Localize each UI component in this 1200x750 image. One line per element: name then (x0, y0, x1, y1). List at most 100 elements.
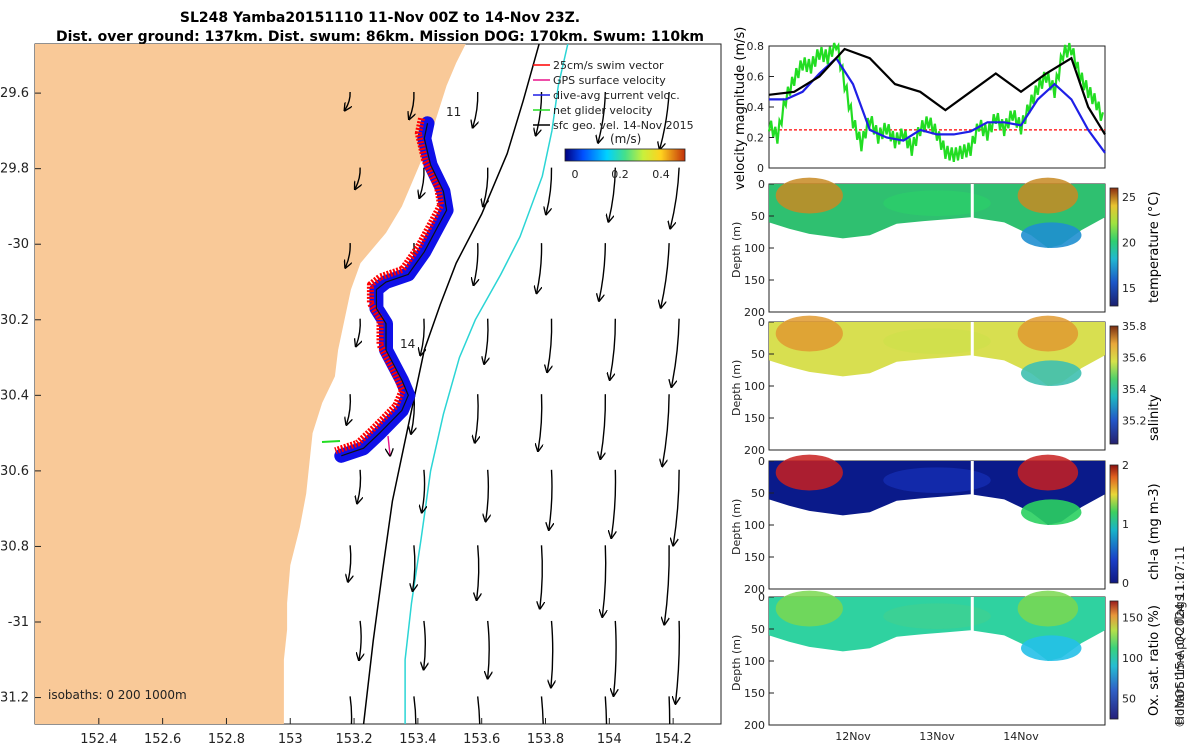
velocity-arrow (473, 91, 478, 127)
velocity-arrow (355, 167, 360, 189)
depth-tick-label: 50 (751, 210, 765, 223)
map-ytick-label: 30.4 (0, 388, 29, 403)
colorbar-label: temperature (°C) (1147, 191, 1162, 303)
day-label-11: 11 (446, 105, 461, 119)
depth-tick-label: 50 (751, 623, 765, 636)
time-axis: 12Nov 13Nov 14Nov (835, 730, 1039, 743)
colorbar-label: salinity (1147, 394, 1162, 441)
section-deep-anomaly (1021, 635, 1082, 661)
map-xtick-label: 154.2 (655, 732, 692, 747)
depth-ylabel: Depth (m) (730, 499, 743, 555)
velocity-arrow (421, 318, 425, 355)
colorbar-tick-label: 100 (1122, 652, 1143, 665)
land-polygon (35, 44, 466, 724)
map-xtick-label: 153 (278, 732, 303, 747)
section-surface-anomaly (1017, 177, 1079, 214)
colorbar-label: chl-a (mg m-3) (1147, 483, 1162, 580)
section-surface-anomaly (775, 454, 843, 491)
section-surface-anomaly (775, 315, 843, 352)
velocity-arrow (346, 243, 351, 267)
cbar-tick-0: 0 (572, 168, 579, 181)
colorbar-tick-label: 15 (1122, 282, 1136, 295)
legend-swim: 25cm/s swim vector (553, 59, 664, 72)
depth-tick-label: 100 (744, 519, 765, 532)
isobath-label: isobaths: 0 200 1000m (48, 688, 187, 702)
map-colorbar (564, 148, 686, 162)
colorbar-label: Ox. sat. ratio (%) (1147, 605, 1162, 716)
section-mid-anomaly (883, 328, 991, 355)
swim-velocity-band (334, 117, 445, 455)
map-ytick-label: -30 (8, 237, 29, 252)
velocity-arrow (670, 167, 680, 228)
net-velocity-mark (321, 440, 341, 443)
velocity-arrow (662, 394, 670, 465)
section-surface-anomaly (775, 590, 843, 627)
depth-tick-label: 150 (744, 687, 765, 700)
velocity-arrow (422, 469, 425, 512)
velocity-ytick-label: 0 (757, 162, 764, 175)
map-ytick-label: 29.6 (0, 86, 29, 101)
depth-tick-label: 200 (744, 583, 765, 596)
depth-tick-label: 0 (758, 316, 765, 329)
velocity-arrow (356, 318, 360, 346)
depth-tick-label: 150 (744, 412, 765, 425)
map-xtick-label: 152.6 (144, 732, 181, 747)
velocity-y-ticks: 0 0.2 0.4 0.6 0.8 (747, 40, 774, 175)
section-deep-anomaly (1021, 360, 1082, 387)
section-deep-anomaly (1021, 222, 1082, 248)
velocity-arrow (610, 318, 617, 380)
velocity-arrow (551, 620, 553, 687)
colorbar-tick-label: 20 (1122, 236, 1136, 249)
velocity-arrow (602, 545, 605, 616)
colorbar-unit-label: (m/s) (610, 132, 641, 146)
velocity-series-current (769, 56, 1106, 154)
chl-section: 0 50 100 150 200 Depth (m) 0 1 2 chl-a (mg m-3) (730, 454, 1162, 596)
colorbar-tick-label: 35.2 (1122, 414, 1147, 427)
title-line-2: Dist. over ground: 137km. Dist. swum: 86… (55, 29, 705, 45)
time-tick-label: 12Nov (835, 730, 871, 743)
velocity-arrow (347, 394, 351, 424)
section-colorbar (1109, 600, 1119, 720)
depth-tick-label: 200 (744, 444, 765, 457)
cbar-tick-0.2: 0.2 (611, 168, 629, 181)
depth-tick-label: 150 (744, 551, 765, 564)
velocity-arrow (483, 167, 488, 206)
velocity-arrow (413, 545, 415, 590)
depth-tick-label: 100 (744, 380, 765, 393)
temperature-section: 0 50 100 150 200 Depth (m) 15 20 25 temperature (… (730, 177, 1162, 319)
footer-qc: Hobart time. QC flags 1 2 (1173, 572, 1187, 725)
velocity-arrow (345, 91, 350, 110)
velocity-arrow (661, 243, 670, 307)
colorbar-tick-label: 35.8 (1122, 320, 1147, 333)
colorbar-tick-label: 25 (1122, 191, 1136, 204)
velocity-arrow (611, 469, 615, 538)
day-label-14: 14 (400, 337, 415, 351)
depth-tick-label: 200 (744, 306, 765, 319)
map-x-ticks: 152.4 152.6 152.8 153 153.2 153.4 153.6 153.8 15… (80, 718, 692, 747)
velocity-arrow (538, 394, 542, 450)
velocity-arrow (359, 620, 361, 660)
velocity-arrow (475, 394, 478, 442)
depth-tick-label: 100 (744, 242, 765, 255)
salinity-section: 0 50 100 150 200 Depth (m) 35.2 35.4 35.6 35.8 sal… (730, 315, 1162, 457)
section-colorbar (1109, 187, 1119, 307)
depth-tick-label: 200 (744, 719, 765, 732)
legend-current: dive-avg current veloc. (553, 89, 680, 102)
colorbar-tick-label: 35.6 (1122, 351, 1147, 364)
legend-sfc: sfc geo. vel. 14-Nov 2015 (553, 119, 694, 132)
legend-net: net glider velocity (553, 104, 653, 117)
velocity-arrow (598, 91, 606, 142)
depth-ylabel: Depth (m) (730, 360, 743, 416)
velocity-ytick-label: 0.8 (747, 40, 765, 53)
legend-gps: GPS surface velocity (553, 74, 666, 87)
depth-tick-label: 50 (751, 348, 765, 361)
map-xtick-label: 153.4 (399, 732, 436, 747)
map-ytick-label: 30.8 (0, 539, 29, 554)
map-y-ticks: 29.6 29.8 -30 30.2 30.4 30.6 30.8 -31 31.2 (0, 86, 41, 706)
time-tick-label: 14Nov (1003, 730, 1039, 743)
colorbar-tick-label: 35.4 (1122, 383, 1147, 396)
velocity-frame (768, 45, 1106, 169)
map-xtick-label: 152.4 (80, 732, 117, 747)
velocity-ylabel: velocity magnitude (m/s) (733, 27, 748, 190)
map-ytick-label: 30.6 (0, 464, 29, 479)
